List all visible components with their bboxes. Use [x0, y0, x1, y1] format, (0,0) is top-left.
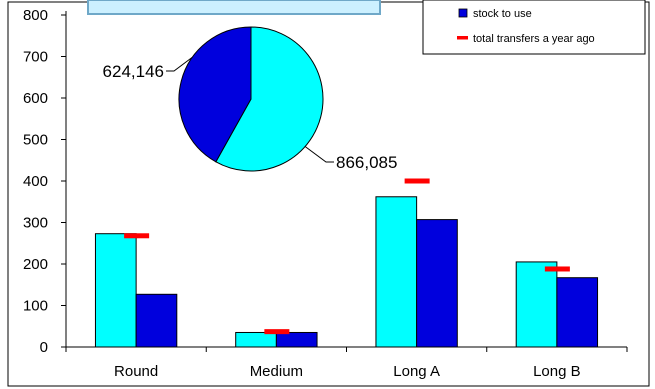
marker-transfers-1: [264, 329, 290, 335]
bar-stock-to-use-0: [135, 293, 178, 348]
y-tick-label: 500: [23, 132, 48, 149]
pie-leader-866085: [304, 146, 334, 163]
title-box: [87, 0, 381, 15]
legend-swatch-stock: [458, 8, 468, 18]
x-category-label: Round: [114, 363, 158, 380]
y-tick-label: 100: [23, 298, 48, 315]
bar-cyan-1: [235, 331, 277, 348]
marker-transfers-0: [124, 233, 150, 239]
y-tick-label: 700: [23, 49, 48, 66]
legend-box: [422, 0, 646, 55]
x-ticks: Round Medium Long A Long B: [65, 347, 628, 380]
bars: [94, 196, 599, 348]
markers: [124, 178, 570, 335]
pie-label-624146: 624,146: [103, 62, 164, 81]
y-tick-label: 400: [23, 173, 48, 190]
x-category-label: Long A: [393, 363, 440, 380]
bar-cyan-2: [375, 196, 418, 348]
pie-slice-866085: [215, 26, 324, 172]
y-ticks: 0 100 200 300 400 500 600 700 800: [23, 7, 66, 356]
legend: stock to use total transfers a year ago: [422, 0, 646, 55]
y-tick-label: 800: [23, 7, 48, 24]
pie-chart: 866,085 624,146: [103, 26, 397, 172]
pie-leader-624146: [166, 56, 193, 72]
legend-swatch-transfers: [457, 36, 468, 40]
marker-transfers-3: [544, 266, 570, 272]
bar-cyan-0: [94, 233, 137, 348]
y-tick-label: 0: [40, 339, 48, 356]
bar-stock-to-use-2: [416, 219, 458, 348]
bar-stock-to-use-1: [275, 331, 318, 348]
y-tick-label: 600: [23, 90, 48, 107]
y-tick-label: 200: [23, 256, 48, 273]
pie-slice-624146: [178, 26, 252, 163]
bar-cyan-3: [515, 261, 558, 348]
x-category-label: Long B: [533, 363, 581, 380]
legend-label-transfers: total transfers a year ago: [473, 33, 595, 45]
bar-stock-to-use-3: [556, 277, 599, 348]
y-tick-label: 300: [23, 215, 48, 232]
x-category-label: Medium: [250, 363, 303, 380]
marker-transfers-2: [404, 178, 430, 184]
legend-label-stock: stock to use: [473, 8, 532, 20]
pie-label-866085: 866,085: [336, 153, 397, 172]
